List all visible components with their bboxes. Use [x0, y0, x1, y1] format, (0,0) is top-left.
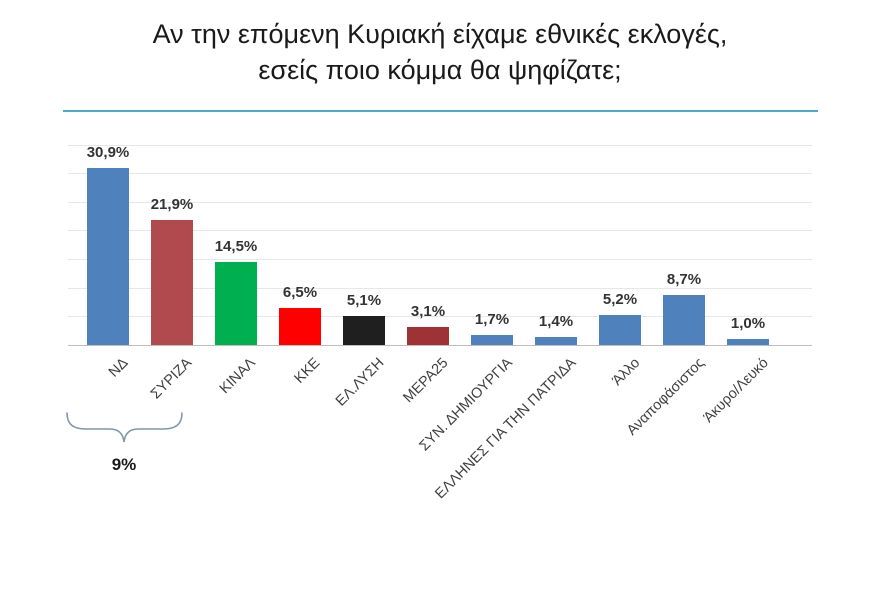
bar — [535, 337, 577, 345]
gridline — [68, 259, 812, 261]
axis-tick-label: ΜΕΡΑ25 — [400, 355, 452, 407]
bar-value-label: 30,9% — [86, 144, 130, 161]
bar-value-label: 8,7% — [666, 271, 702, 288]
bar-value-label: 5,2% — [602, 291, 638, 308]
bar — [471, 335, 513, 345]
brace-annotation-label: 9% — [111, 455, 137, 474]
gridline — [68, 230, 812, 232]
bar — [151, 220, 193, 345]
chart-title: Αν την επόμενη Κυριακή είχαμε εθνικές εκ… — [152, 19, 728, 86]
axis-tick-label: ΣΥΡΙΖΑ — [148, 355, 196, 403]
bar-value-label: 1,4% — [538, 313, 574, 330]
x-axis-line — [68, 345, 812, 346]
gridline — [68, 287, 812, 289]
bar-value-label: 21,9% — [150, 196, 194, 213]
bar — [215, 262, 257, 345]
bar — [343, 316, 385, 345]
bar-value-label: 14,5% — [214, 238, 258, 255]
axis-tick-label: ΝΔ — [105, 355, 132, 381]
bar-value-label: 6,5% — [282, 284, 318, 301]
gridline — [68, 144, 812, 146]
axis-tick-label: ΚΙΝΑΛ — [217, 355, 260, 398]
axis-tick-label: Άκυρο/Λευκό — [700, 355, 772, 427]
bar-value-label: 1,0% — [730, 315, 766, 332]
axis-tick-label: Άλλο — [609, 355, 644, 389]
gridline — [68, 173, 812, 175]
bar — [663, 295, 705, 345]
bar-value-label: 5,1% — [346, 292, 382, 309]
bar — [87, 168, 129, 345]
axis-tick-label: ΚΚΕ — [291, 355, 324, 387]
gridline — [68, 316, 812, 318]
bar-value-label: 1,7% — [474, 311, 510, 328]
gridline — [68, 201, 812, 203]
brace — [66, 412, 183, 443]
axis-tick-label: ΕΛ.ΛΥΣΗ — [332, 355, 388, 410]
bar-value-label: 3,1% — [410, 303, 446, 320]
bar — [727, 339, 769, 345]
bar — [407, 327, 449, 345]
bar — [599, 315, 641, 345]
bar — [279, 308, 321, 345]
title-divider — [63, 110, 818, 112]
axis-tick-label: ΕΛΛΗΝΕΣ ΓΙΑ ΤΗΝ ΠΑΤΡΙΔΑ — [432, 355, 580, 503]
